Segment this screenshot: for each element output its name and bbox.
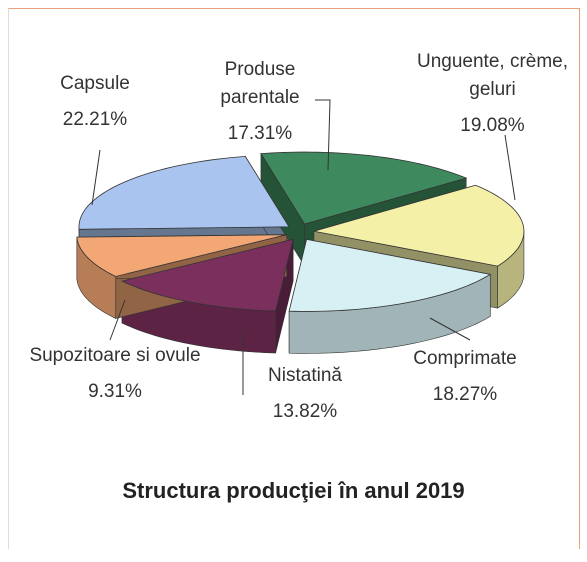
pie-slice <box>313 184 525 267</box>
category-label: Capsule <box>60 73 130 94</box>
category-label: Supozitoare si ovule <box>29 345 201 366</box>
pie-tops <box>76 151 525 312</box>
value-label: 18.27% <box>432 384 498 405</box>
leader-line <box>109 299 126 341</box>
leader-line <box>91 149 101 206</box>
pie-slice <box>260 151 468 225</box>
value-label: 13.82% <box>272 401 338 422</box>
category-label: Produse parentale <box>220 59 300 108</box>
data-label: Unguente, crème, geluri 19.08% <box>410 48 575 140</box>
data-label: Nistatină 13.82% <box>240 362 370 426</box>
leader-line <box>315 99 331 171</box>
value-label: 9.31% <box>88 381 142 402</box>
data-label: Supozitoare si ovule 9.31% <box>20 342 210 406</box>
chart-title: Structura producţiei în anul 2019 <box>122 478 465 503</box>
leader-line <box>504 134 516 201</box>
data-label: Produse parentale 17.31% <box>190 56 330 148</box>
category-label: Nistatină <box>268 365 342 386</box>
pie-slice <box>120 238 294 312</box>
category-label: Comprimate <box>413 348 517 369</box>
value-label: 17.31% <box>227 123 293 144</box>
pie-slice <box>288 238 492 312</box>
frame <box>8 8 580 549</box>
value-label: 19.08% <box>460 115 525 136</box>
value-label: 22.21% <box>62 109 128 130</box>
data-label: Capsule 22.21% <box>30 70 160 134</box>
pie-slice <box>78 155 290 230</box>
data-label: Comprimate 18.27% <box>390 345 540 409</box>
pie-slice <box>76 234 287 277</box>
category-label: Unguente, crème, geluri <box>416 51 569 100</box>
leader-line <box>429 317 471 341</box>
